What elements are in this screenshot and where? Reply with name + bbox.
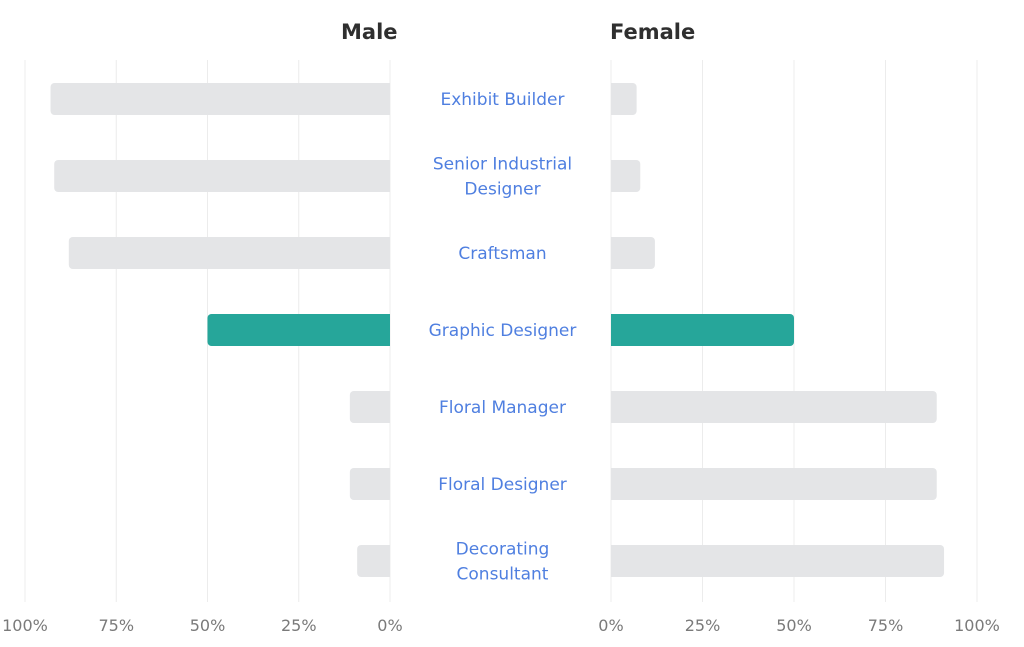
bar-male-6 [357,545,390,577]
bar-female-0 [611,83,637,115]
tick-left-0: 100% [2,616,48,635]
bar-female-2 [611,237,655,269]
tick-right-2: 50% [776,616,812,635]
bar-male-edge-4 [385,391,390,423]
bar-male-1 [54,160,390,192]
bar-male-5 [349,468,390,500]
bar-female-3 [611,314,794,346]
tick-left-4: 0% [377,616,402,635]
tick-right-1: 25% [685,616,721,635]
bar-female-edge-0 [611,83,616,115]
tick-left-2: 50% [190,616,226,635]
tick-right-4: 100% [954,616,1000,635]
category-label: Senior Industrial Designer [433,155,572,200]
bar-male-edge-5 [385,468,390,500]
bar-male-2 [68,237,391,269]
bar-female-4 [611,391,937,423]
tick-right-0: 0% [598,616,623,635]
bar-female-edge-3 [611,314,616,346]
category-label: Floral Manager [439,398,566,418]
bar-male-edge-6 [385,545,390,577]
category-label: Craftsman [458,244,546,264]
bar-male-3 [207,314,390,346]
bar-female-edge-6 [611,545,616,577]
bar-male-edge-1 [385,160,390,192]
bar-female-5 [611,468,937,500]
bar-female-edge-1 [611,160,616,192]
bar-male-edge-0 [385,83,390,115]
category-label: Floral Designer [438,475,567,495]
bar-male-edge-2 [385,237,390,269]
category-label: Graphic Designer [429,321,577,341]
bar-male-edge-3 [385,314,390,346]
category-label: Exhibit Builder [440,90,564,110]
tick-left-1: 75% [98,616,134,635]
female-header: Female [610,20,696,44]
category-label: Decorating Consultant [456,540,550,585]
bar-female-edge-5 [611,468,616,500]
tick-right-3: 75% [868,616,904,635]
bar-female-edge-4 [611,391,616,423]
bar-female-6 [611,545,945,577]
bar-male-0 [50,83,391,115]
bar-male-4 [349,391,390,423]
bar-female-edge-2 [611,237,616,269]
tick-left-3: 25% [281,616,317,635]
bar-female-1 [611,160,641,192]
male-header: Male [341,20,398,44]
